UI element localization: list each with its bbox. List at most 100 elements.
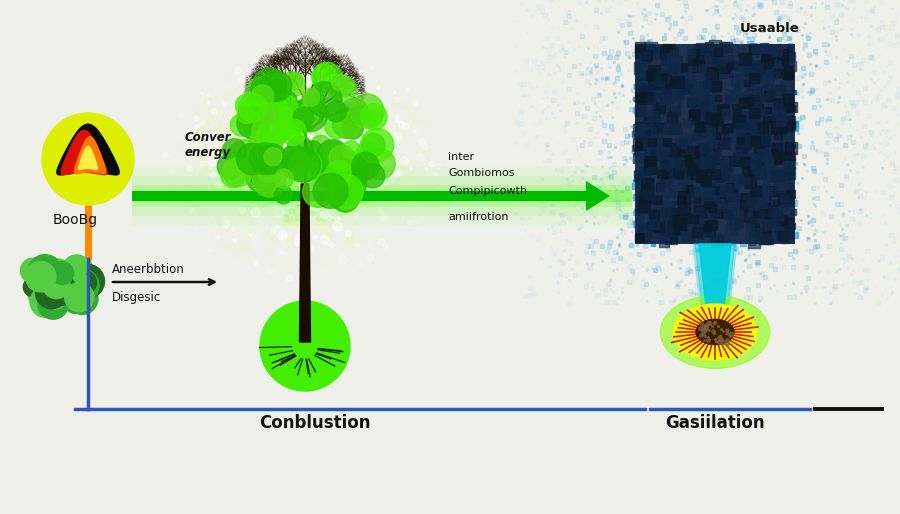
Circle shape (362, 133, 385, 156)
Circle shape (363, 108, 382, 127)
Circle shape (274, 169, 293, 188)
Circle shape (311, 62, 342, 93)
Circle shape (244, 115, 269, 141)
Circle shape (297, 103, 320, 125)
Circle shape (331, 75, 353, 97)
Circle shape (302, 88, 320, 106)
Circle shape (70, 286, 88, 304)
Circle shape (217, 154, 243, 179)
Circle shape (331, 185, 359, 212)
Circle shape (266, 102, 287, 123)
Text: inter: inter (448, 152, 474, 162)
Circle shape (312, 64, 337, 88)
Circle shape (63, 287, 80, 304)
Circle shape (339, 99, 368, 127)
Circle shape (342, 118, 364, 139)
Text: Conver
energy: Conver energy (185, 131, 231, 159)
Circle shape (63, 255, 91, 283)
Circle shape (40, 277, 75, 310)
Circle shape (307, 82, 342, 117)
Circle shape (306, 154, 326, 174)
Circle shape (329, 145, 355, 171)
Circle shape (28, 281, 55, 307)
Circle shape (279, 118, 302, 140)
Text: Disgesic: Disgesic (112, 291, 161, 304)
Circle shape (289, 149, 321, 181)
Text: Gombiomos: Gombiomos (448, 168, 515, 178)
Circle shape (245, 108, 266, 130)
Circle shape (266, 81, 286, 101)
Circle shape (303, 90, 325, 112)
Circle shape (46, 290, 66, 309)
Circle shape (257, 120, 284, 148)
Circle shape (253, 164, 285, 197)
Circle shape (260, 74, 279, 93)
Text: Usaable: Usaable (740, 22, 800, 35)
Circle shape (287, 100, 319, 132)
Circle shape (36, 273, 59, 297)
Circle shape (67, 283, 98, 315)
Circle shape (35, 277, 68, 309)
Circle shape (236, 94, 258, 117)
Circle shape (276, 156, 293, 173)
FancyBboxPatch shape (635, 44, 795, 244)
Polygon shape (75, 137, 105, 174)
Text: Aneerbbtion: Aneerbbtion (112, 263, 184, 276)
Circle shape (279, 71, 305, 97)
FancyBboxPatch shape (132, 190, 632, 202)
Circle shape (56, 265, 87, 297)
Circle shape (228, 150, 252, 174)
Circle shape (328, 174, 364, 209)
Circle shape (330, 76, 356, 103)
Ellipse shape (673, 304, 757, 360)
Circle shape (338, 183, 360, 205)
Circle shape (34, 256, 59, 282)
Circle shape (286, 74, 302, 90)
Circle shape (260, 301, 350, 391)
Circle shape (73, 271, 96, 294)
Text: BooBg: BooBg (53, 213, 98, 227)
Circle shape (60, 263, 79, 281)
Circle shape (42, 113, 134, 205)
Circle shape (342, 141, 360, 159)
Polygon shape (57, 124, 119, 175)
Circle shape (350, 106, 369, 125)
Circle shape (252, 68, 287, 103)
Circle shape (285, 148, 320, 182)
Circle shape (220, 163, 245, 188)
Circle shape (302, 141, 323, 161)
Circle shape (335, 112, 361, 138)
Circle shape (349, 94, 383, 128)
Circle shape (313, 174, 348, 208)
Circle shape (36, 270, 59, 293)
Circle shape (28, 254, 61, 287)
Circle shape (68, 275, 91, 298)
Circle shape (63, 256, 87, 280)
Circle shape (335, 168, 366, 200)
Circle shape (332, 160, 363, 191)
Circle shape (71, 264, 104, 298)
Circle shape (360, 103, 387, 130)
Circle shape (317, 160, 346, 189)
Circle shape (239, 100, 262, 123)
Circle shape (35, 268, 58, 292)
Circle shape (311, 135, 331, 155)
Circle shape (44, 266, 65, 287)
Circle shape (326, 101, 346, 122)
Circle shape (274, 186, 292, 204)
Ellipse shape (661, 296, 770, 369)
Circle shape (36, 263, 67, 294)
Polygon shape (693, 244, 737, 316)
Circle shape (55, 267, 86, 298)
Circle shape (30, 286, 61, 317)
Circle shape (252, 115, 287, 151)
Circle shape (261, 70, 292, 102)
Polygon shape (61, 131, 107, 175)
Circle shape (256, 144, 287, 174)
Circle shape (360, 128, 394, 162)
Circle shape (257, 103, 278, 124)
Circle shape (364, 149, 395, 179)
Polygon shape (695, 244, 735, 316)
Circle shape (251, 85, 274, 107)
Circle shape (56, 273, 84, 301)
